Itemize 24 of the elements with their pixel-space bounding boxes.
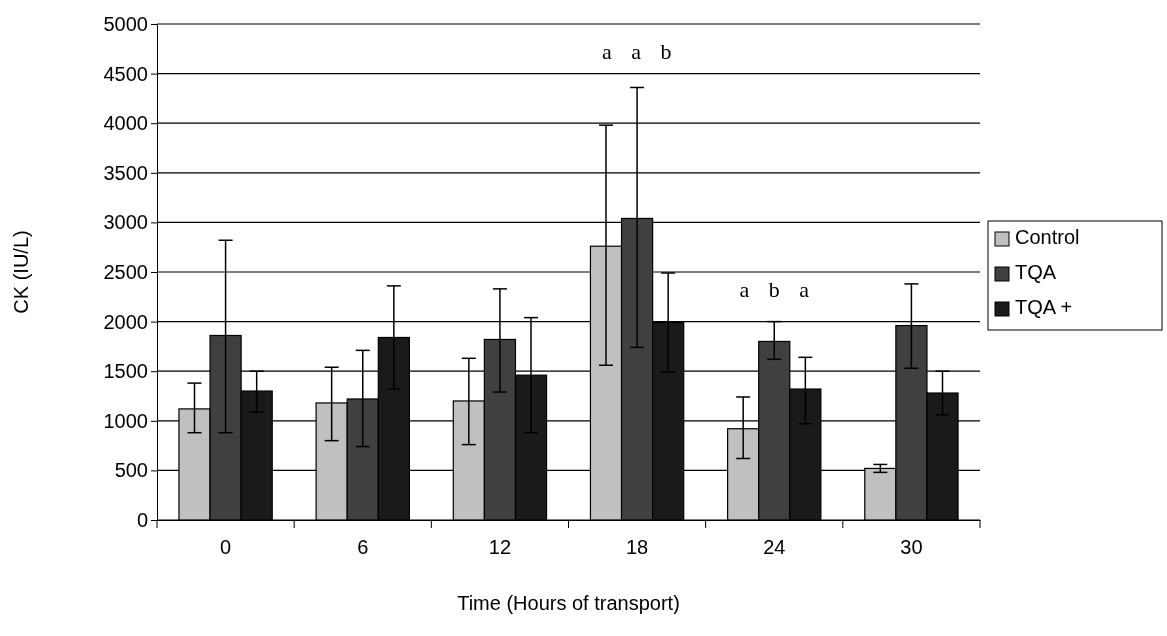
x-tick-label: 30: [900, 536, 923, 559]
y-tick-label: 500: [114, 459, 148, 482]
y-tick-label: 4000: [103, 112, 148, 135]
y-tick-label: 1000: [103, 409, 148, 432]
x-axis-title: Time (Hours of transport): [457, 592, 680, 614]
y-tick-label: 3000: [103, 211, 148, 234]
legend-label: TQA: [1015, 261, 1057, 284]
y-tick-label: 4500: [103, 62, 148, 85]
legend-label: TQA +: [1015, 296, 1073, 319]
y-tick-label: 0: [136, 508, 148, 531]
x-tick-label: 12: [488, 536, 512, 559]
y-tick-label: 2000: [103, 310, 148, 333]
annotation: a a b: [602, 38, 672, 64]
x-tick-label: 0: [220, 536, 232, 559]
y-tick-label: 2500: [103, 260, 148, 283]
y-tick-label: 5000: [103, 12, 148, 35]
x-tick-label: 24: [763, 536, 786, 559]
y-tick-label: 3500: [103, 161, 148, 184]
y-axis-title: CK (IU/L): [10, 230, 32, 314]
x-tick-label: 18: [625, 536, 649, 559]
annotation: a b a: [739, 276, 810, 302]
y-tick-label: 1500: [103, 360, 148, 383]
x-tick-label: 6: [357, 536, 369, 559]
legend-label: Control: [1015, 226, 1080, 249]
